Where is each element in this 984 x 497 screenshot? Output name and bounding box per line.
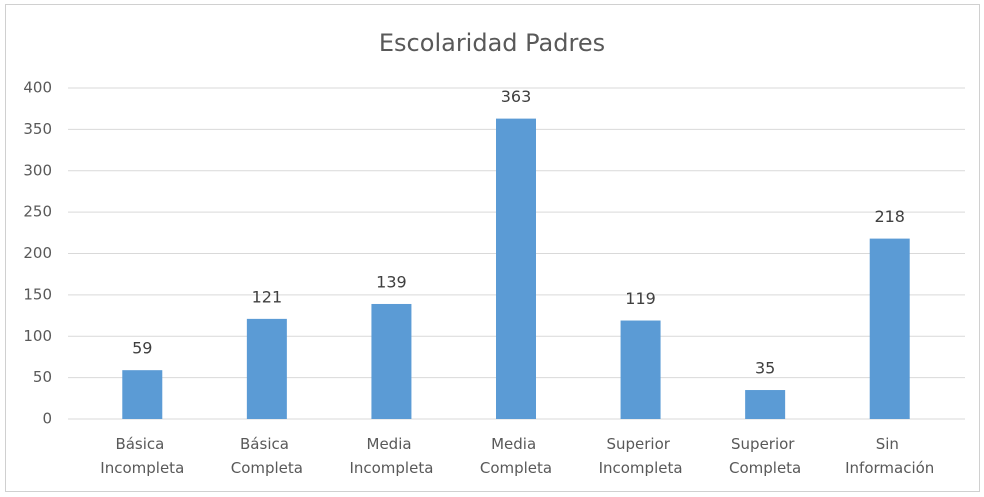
data-label: 59 <box>132 339 152 358</box>
y-tick-label: 300 <box>23 161 52 179</box>
y-tick-label: 100 <box>23 327 52 345</box>
bar <box>745 390 786 419</box>
bar <box>620 320 661 419</box>
y-tick-label: 400 <box>23 79 52 97</box>
data-label: 121 <box>252 287 283 306</box>
x-tick-label: Media Incompleta <box>349 435 433 477</box>
chart-title: Escolaridad Padres <box>379 29 605 57</box>
y-tick-label: 150 <box>23 285 52 303</box>
y-tick-label: 0 <box>42 410 52 428</box>
chart-frame <box>5 4 980 492</box>
bar <box>869 238 910 419</box>
bar <box>122 370 163 419</box>
data-label: 139 <box>376 272 407 291</box>
x-tick-label: Superior Completa <box>729 435 801 477</box>
y-tick-label: 250 <box>23 203 52 221</box>
x-tick-label: Superior Incompleta <box>599 435 683 477</box>
x-tick-label: Media Completa <box>480 435 552 477</box>
bar <box>246 318 287 419</box>
bar <box>496 118 536 420</box>
data-label: 35 <box>755 359 775 378</box>
x-tick-label: Básica Completa <box>231 435 303 477</box>
y-tick-label: 50 <box>33 368 52 386</box>
x-tick-label: Sin Información <box>845 435 934 477</box>
x-tick-label: Básica Incompleta <box>100 435 184 477</box>
data-label: 218 <box>874 207 905 226</box>
y-tick-label: 350 <box>23 120 52 138</box>
data-label: 119 <box>625 289 656 308</box>
y-tick-label: 200 <box>23 244 52 262</box>
bar <box>371 303 412 419</box>
data-label: 363 <box>501 87 532 106</box>
